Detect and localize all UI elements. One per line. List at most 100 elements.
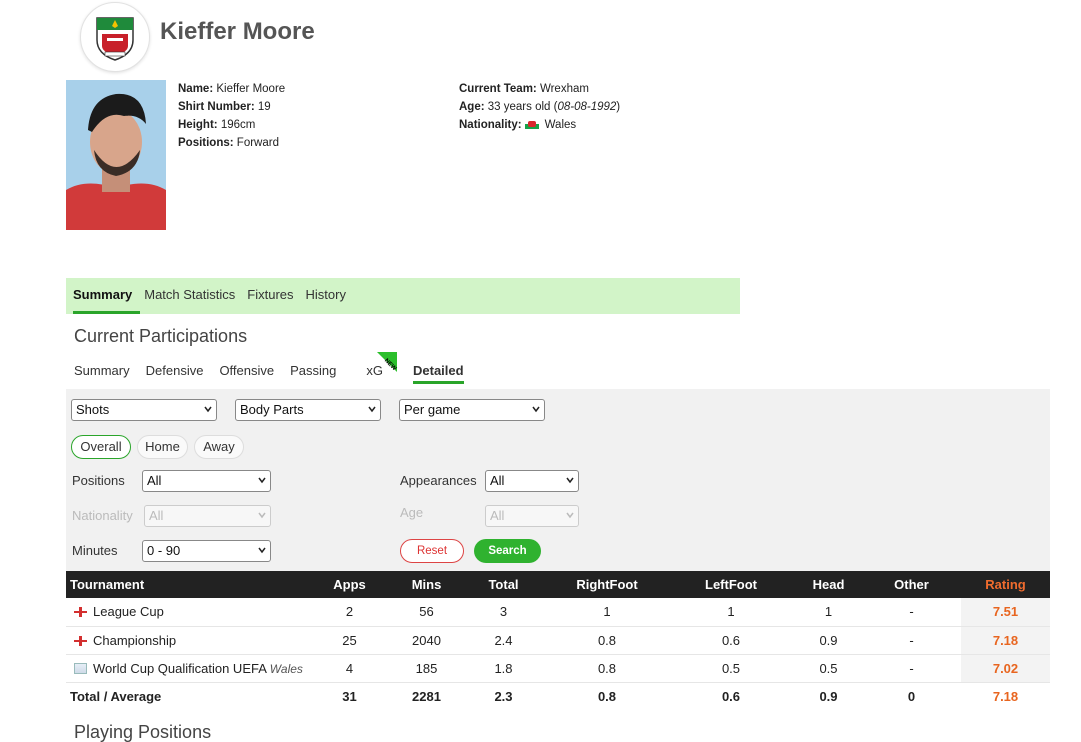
subtab-xg[interactable]: xG NEW bbox=[366, 352, 397, 384]
total-row: Total / Average 31 2281 2.3 0.8 0.6 0.9 … bbox=[66, 682, 1050, 710]
col-header-head[interactable]: Head bbox=[795, 571, 862, 598]
tournament-cell[interactable]: Championship bbox=[66, 626, 306, 655]
col-header-apps[interactable]: Apps bbox=[306, 571, 393, 598]
col-header-leftfoot[interactable]: LeftFoot bbox=[667, 571, 795, 598]
reset-button[interactable]: Reset bbox=[400, 539, 464, 563]
rating-cell: 7.51 bbox=[961, 598, 1050, 627]
chevron-down-icon bbox=[258, 512, 266, 519]
detail-label: Age: bbox=[459, 101, 485, 113]
chevron-down-icon bbox=[566, 512, 574, 519]
leftfoot-cell: 0.6 bbox=[721, 688, 741, 704]
nationality-select: All bbox=[144, 505, 271, 527]
mins-cell: 56 bbox=[393, 598, 460, 627]
chevron-down-icon bbox=[532, 406, 540, 413]
head-cell: 0.9 bbox=[819, 688, 838, 704]
minutes-label: Minutes bbox=[72, 543, 118, 558]
stat-category-select[interactable]: Shots bbox=[71, 399, 217, 421]
age-select: All bbox=[485, 505, 579, 527]
subtab-passing[interactable]: Passing bbox=[290, 363, 337, 378]
select-value: 0 - 90 bbox=[147, 543, 181, 558]
main-tab-bar: Summary Match Statistics Fixtures Histor… bbox=[66, 278, 740, 314]
tournament-name[interactable]: World Cup Qualification UEFA bbox=[93, 660, 267, 676]
tab-match-statistics[interactable]: Match Statistics bbox=[144, 287, 236, 302]
subtab-summary[interactable]: Summary bbox=[74, 363, 130, 378]
subtab-detailed[interactable]: Detailed bbox=[413, 360, 464, 384]
apps-cell: 31 bbox=[342, 688, 357, 704]
col-header-tournament[interactable]: Tournament bbox=[66, 571, 306, 598]
player-photo bbox=[66, 80, 166, 230]
detail-label: Nationality: bbox=[459, 119, 522, 131]
col-header-rightfoot[interactable]: RightFoot bbox=[547, 571, 667, 598]
player-details-right: Current Team: Wrexham Age: 33 years old … bbox=[459, 80, 620, 134]
tournament-name[interactable]: League Cup bbox=[93, 604, 164, 620]
current-participations-title: Current Participations bbox=[74, 326, 248, 346]
search-button[interactable]: Search bbox=[474, 539, 541, 563]
per-select[interactable]: Per game bbox=[399, 399, 545, 421]
table-row: League Cup 2 56 3 1 1 1 - 7.51 bbox=[66, 598, 1050, 627]
rating-cell: 7.18 bbox=[961, 682, 1050, 710]
subtab-defensive[interactable]: Defensive bbox=[145, 363, 204, 378]
chevron-down-icon bbox=[368, 406, 376, 413]
england-flag-icon bbox=[74, 635, 87, 646]
appearances-select[interactable]: All bbox=[485, 470, 579, 492]
stat-sub-tabs: Summary Defensive Offensive Passing xG N… bbox=[74, 352, 480, 384]
rightfoot-cell: 0.8 bbox=[597, 688, 617, 704]
col-header-rating[interactable]: Rating bbox=[961, 571, 1050, 598]
player-photo-image bbox=[66, 80, 166, 230]
age-value: 33 years old ( bbox=[487, 101, 558, 113]
stats-table: Tournament Apps Mins Total RightFoot Lef… bbox=[66, 571, 1050, 710]
rightfoot-cell: 0.8 bbox=[547, 626, 667, 655]
detail-value: Forward bbox=[236, 137, 279, 149]
chevron-down-icon bbox=[258, 477, 266, 484]
detail-label: Current Team: bbox=[459, 83, 537, 95]
detail-value: Kieffer Moore bbox=[216, 83, 286, 95]
tournament-name[interactable]: Championship bbox=[93, 632, 177, 648]
tab-summary[interactable]: Summary bbox=[73, 278, 141, 314]
total-label: Total / Average bbox=[70, 688, 162, 704]
player-name: Kieffer Moore bbox=[160, 18, 315, 45]
col-header-other[interactable]: Other bbox=[862, 571, 961, 598]
venue-overall-toggle[interactable]: Overall bbox=[71, 435, 131, 459]
tournament-cell[interactable]: World Cup Qualification UEFA Wales bbox=[66, 654, 306, 683]
breakdown-select[interactable]: Body Parts bbox=[235, 399, 381, 421]
detail-nationality: Nationality: Wales bbox=[459, 116, 620, 134]
mins-cell: 2281 bbox=[412, 688, 441, 704]
detail-value: 19 bbox=[257, 101, 271, 113]
table-row: Championship 25 2040 2.4 0.8 0.6 0.9 - 7… bbox=[66, 626, 1050, 655]
other-cell: - bbox=[862, 626, 961, 655]
appearances-label: Appearances bbox=[400, 473, 477, 488]
wrexham-crest-icon bbox=[96, 17, 134, 61]
total-cell: 3 bbox=[460, 598, 547, 627]
rightfoot-cell: 1 bbox=[547, 598, 667, 627]
select-value: Shots bbox=[76, 402, 110, 417]
team-tag: Wales bbox=[269, 661, 303, 676]
other-cell: - bbox=[862, 654, 961, 683]
detail-height: Height: 196cm bbox=[178, 116, 285, 134]
detail-label: Name: bbox=[178, 83, 214, 95]
detail-name: Name: Kieffer Moore bbox=[178, 80, 285, 98]
col-header-total[interactable]: Total bbox=[460, 571, 547, 598]
tab-fixtures[interactable]: Fixtures bbox=[247, 287, 294, 302]
tournament-cell[interactable]: League Cup bbox=[66, 598, 306, 627]
col-header-mins[interactable]: Mins bbox=[393, 571, 460, 598]
detail-label: Height: bbox=[178, 119, 218, 131]
current-team-link[interactable]: Wrexham bbox=[539, 83, 589, 95]
mins-cell: 185 bbox=[393, 654, 460, 683]
total-cell: 2.4 bbox=[460, 626, 547, 655]
nationality-value: Wales bbox=[544, 119, 577, 131]
nationality-filter-label: Nationality bbox=[72, 508, 133, 523]
leftfoot-cell: 1 bbox=[667, 598, 795, 627]
tab-history[interactable]: History bbox=[305, 287, 346, 302]
select-value: All bbox=[490, 473, 505, 488]
head-cell: 0.5 bbox=[795, 654, 862, 683]
venue-home-toggle[interactable]: Home bbox=[137, 435, 188, 459]
head-cell: 0.9 bbox=[795, 626, 862, 655]
subtab-offensive[interactable]: Offensive bbox=[219, 363, 275, 378]
team-crest[interactable] bbox=[80, 2, 150, 72]
wales-flag-icon bbox=[524, 119, 539, 129]
minutes-select[interactable]: 0 - 90 bbox=[142, 540, 271, 562]
venue-away-toggle[interactable]: Away bbox=[194, 435, 244, 459]
table-header-row: Tournament Apps Mins Total RightFoot Lef… bbox=[66, 571, 1050, 598]
positions-select[interactable]: All bbox=[142, 470, 271, 492]
apps-cell: 4 bbox=[306, 654, 393, 683]
